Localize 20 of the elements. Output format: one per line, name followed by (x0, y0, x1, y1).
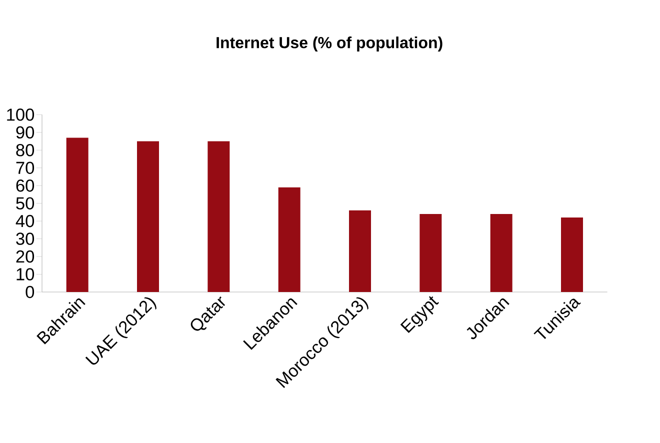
y-tick-label: 30 (16, 232, 34, 246)
bar (490, 214, 512, 292)
y-tick-label: 90 (16, 126, 34, 139)
bar (137, 141, 160, 292)
bar (349, 210, 372, 292)
y-tick-label: 80 (16, 144, 34, 156)
bar (278, 188, 300, 292)
y-tick-label: 70 (16, 162, 34, 174)
bar (420, 214, 442, 292)
y-tick-label: 50 (16, 197, 34, 210)
bar (561, 218, 583, 292)
y-tick-label: 10 (16, 268, 34, 281)
chart-title: Internet Use (% of population) (216, 36, 442, 52)
bar (208, 141, 230, 292)
y-tick-label: 40 (16, 215, 34, 228)
bar (66, 138, 88, 292)
y-tick-label: 0 (26, 286, 34, 298)
y-tick-label: 100 (7, 108, 34, 121)
y-tick-label: 60 (16, 180, 34, 192)
y-tick-label: 20 (16, 250, 34, 263)
